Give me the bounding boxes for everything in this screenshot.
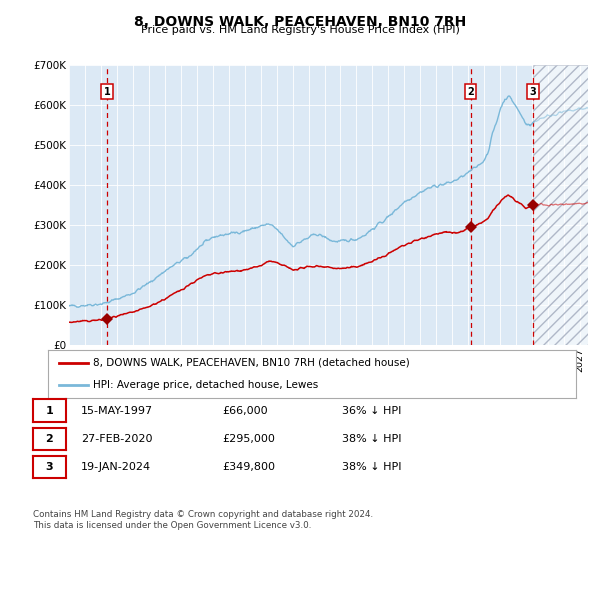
Text: £295,000: £295,000	[222, 434, 275, 444]
Text: 8, DOWNS WALK, PEACEHAVEN, BN10 7RH (detached house): 8, DOWNS WALK, PEACEHAVEN, BN10 7RH (det…	[93, 358, 410, 368]
Text: 27-FEB-2020: 27-FEB-2020	[81, 434, 152, 444]
Text: 19-JAN-2024: 19-JAN-2024	[81, 463, 151, 472]
Text: 15-MAY-1997: 15-MAY-1997	[81, 406, 153, 415]
Text: £66,000: £66,000	[222, 406, 268, 415]
Text: 2: 2	[467, 87, 474, 97]
Text: 1: 1	[103, 87, 110, 97]
Text: 1: 1	[46, 406, 53, 415]
Text: 36% ↓ HPI: 36% ↓ HPI	[342, 406, 401, 415]
Text: 8, DOWNS WALK, PEACEHAVEN, BN10 7RH: 8, DOWNS WALK, PEACEHAVEN, BN10 7RH	[134, 15, 466, 29]
Text: HPI: Average price, detached house, Lewes: HPI: Average price, detached house, Lewe…	[93, 380, 318, 390]
Text: 38% ↓ HPI: 38% ↓ HPI	[342, 463, 401, 472]
Text: £349,800: £349,800	[222, 463, 275, 472]
Text: 2: 2	[46, 434, 53, 444]
Text: Contains HM Land Registry data © Crown copyright and database right 2024.
This d: Contains HM Land Registry data © Crown c…	[33, 510, 373, 530]
Text: 3: 3	[530, 87, 536, 97]
Text: Price paid vs. HM Land Registry's House Price Index (HPI): Price paid vs. HM Land Registry's House …	[140, 25, 460, 35]
Text: 3: 3	[46, 463, 53, 472]
Text: 38% ↓ HPI: 38% ↓ HPI	[342, 434, 401, 444]
